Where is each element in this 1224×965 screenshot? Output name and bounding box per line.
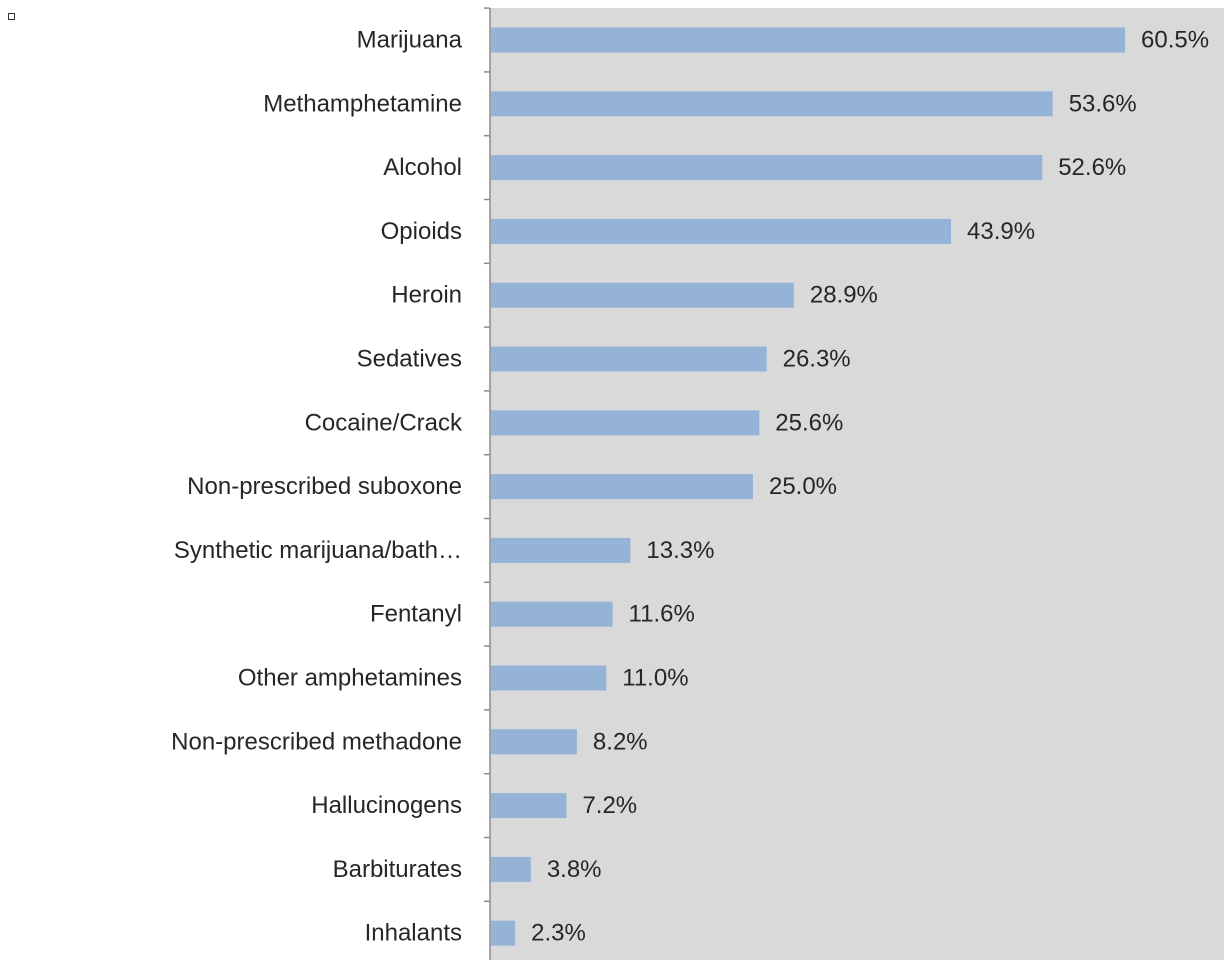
bar	[491, 729, 577, 755]
data-label: 52.6%	[1058, 154, 1126, 181]
category-labels-group: Marijuana Methamphetamine Alcohol Opioids He…	[171, 27, 463, 947]
bar	[491, 91, 1053, 117]
bar	[491, 282, 794, 308]
bar	[491, 410, 760, 436]
bullet-marker	[8, 13, 15, 20]
category-label: Alcohol	[383, 154, 462, 181]
category-label: Heroin	[391, 282, 462, 309]
data-label: 60.5%	[1141, 27, 1209, 54]
data-label: 53.6%	[1069, 90, 1137, 117]
category-label: Barbiturates	[333, 856, 462, 883]
bar	[491, 856, 531, 882]
category-label: Opioids	[381, 218, 462, 245]
category-label: Inhalants	[365, 920, 462, 947]
data-label: 13.3%	[646, 537, 714, 564]
data-label: 25.6%	[775, 409, 843, 436]
data-label: 2.3%	[531, 920, 586, 947]
bar	[491, 474, 753, 500]
bar	[491, 218, 952, 244]
category-label: Fentanyl	[370, 601, 462, 628]
category-label: Hallucinogens	[311, 792, 462, 819]
data-label: 8.2%	[593, 728, 648, 755]
category-label: Other amphetamines	[238, 665, 462, 692]
bar	[491, 793, 567, 819]
category-label: Non-prescribed suboxone	[187, 473, 462, 500]
data-label: 3.8%	[547, 856, 602, 883]
data-label: 43.9%	[967, 218, 1035, 245]
data-label: 26.3%	[783, 346, 851, 373]
category-label: Methamphetamine	[263, 90, 462, 117]
bar	[491, 601, 613, 627]
bar	[491, 346, 767, 372]
data-label: 7.2%	[582, 792, 637, 819]
data-label: 25.0%	[769, 473, 837, 500]
bar	[491, 920, 516, 946]
category-label: Sedatives	[357, 346, 462, 373]
category-label: Marijuana	[357, 27, 463, 54]
bar	[491, 155, 1043, 181]
bar	[491, 665, 607, 691]
category-ticks-group	[484, 7, 490, 903]
data-label: 11.6%	[629, 601, 695, 628]
bar	[491, 537, 631, 563]
bars-group	[491, 27, 1125, 946]
bar	[491, 27, 1125, 53]
data-label: 11.0%	[622, 665, 688, 692]
category-label: Non-prescribed methadone	[171, 728, 462, 755]
category-label: Synthetic marijuana/bath…	[174, 537, 462, 564]
value-labels-group: 60.5% 53.6% 52.6% 43.9% 28.9% 26.3% 25.6% 25.0%…	[531, 27, 1209, 947]
data-label: 28.9%	[810, 282, 878, 309]
category-label: Cocaine/Crack	[305, 409, 463, 436]
